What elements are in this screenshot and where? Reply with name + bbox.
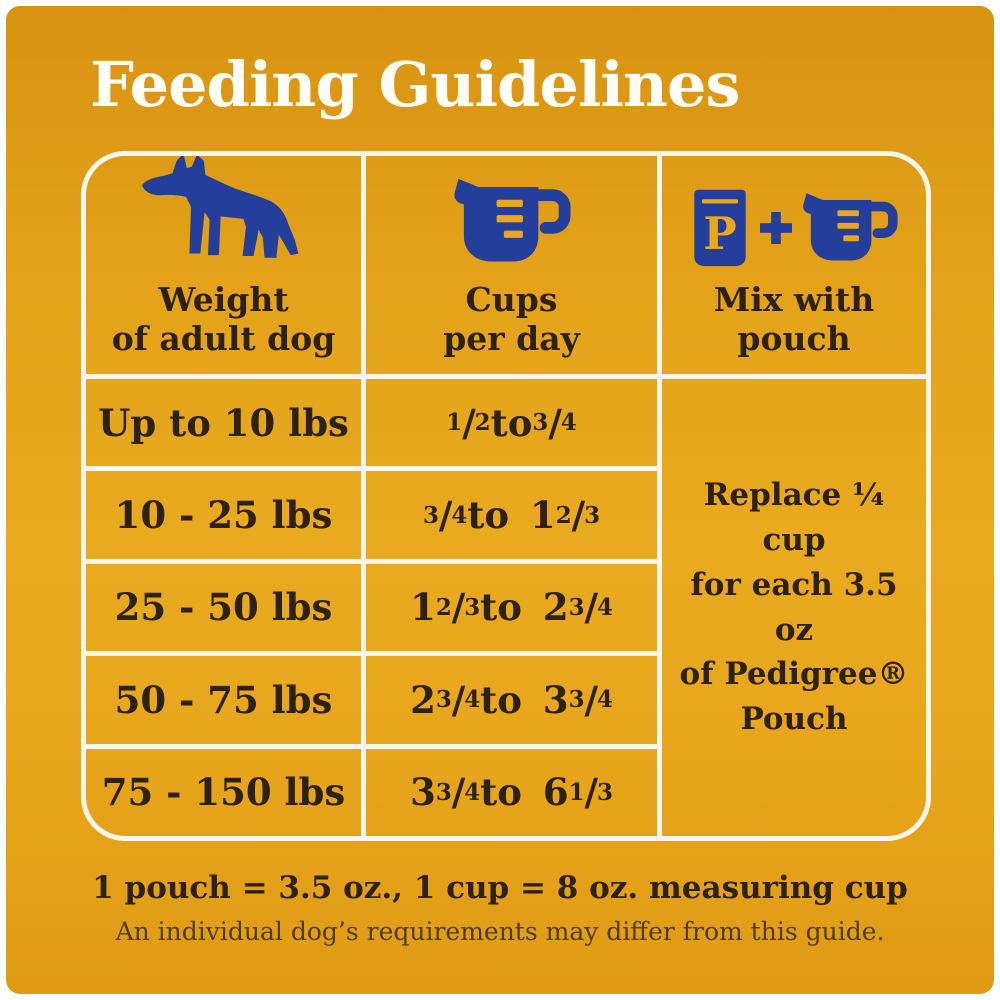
weight-cell: 50 - 75 lbs [86, 656, 361, 744]
cups-cell: 3/4 to 1 2/3 [366, 471, 657, 559]
page-title: Feeding Guidelines [90, 48, 740, 121]
mix-note-line: for each 3.5 oz [690, 566, 898, 648]
header-weight-label-line1: Weight [158, 280, 289, 320]
header-cups: Cups per day [366, 156, 657, 374]
cups-cell: 1 2/3 to 2 3/4 [366, 563, 657, 652]
header-mix: P [662, 156, 926, 374]
mix-note: Replace ¼ cup for each 3.5 oz of Pedigree®… [662, 379, 926, 836]
measuring-cup-icon [453, 176, 571, 267]
cups-cell: 3 3/4 to 6 1/3 [366, 748, 657, 836]
guide-table: Weight of adult dog Cups per day [81, 151, 931, 841]
header-cups-label-line1: Cups [465, 280, 558, 320]
weight-cell: 10 - 25 lbs [86, 471, 361, 559]
cups-cell: 2 3/4 to 3 3/4 [366, 656, 657, 744]
mix-note-line: of Pedigree® [679, 656, 909, 693]
poster-background: Feeding Guidelines Weight of adult dog [6, 6, 994, 994]
weight-cell: Up to 10 lbs [86, 379, 361, 467]
plus-icon [760, 211, 792, 244]
mix-note-line: Replace ¼ cup [703, 476, 885, 558]
pouch-plus-cup-icon: P [690, 188, 898, 267]
measuring-cup-small-icon [802, 191, 898, 265]
dog-icon [135, 156, 313, 267]
mix-note-line: Pouch [740, 701, 848, 738]
disclaimer-note: An individual dog’s requirements may dif… [115, 917, 885, 946]
header-cups-label-line2: per day [443, 318, 580, 358]
weight-cell: 25 - 50 lbs [86, 563, 361, 652]
pouch-icon: P [690, 188, 750, 267]
cups-cell: 1/2 to 3/4 [366, 379, 657, 467]
equivalence-note: 1 pouch = 3.5 oz., 1 cup = 8 oz. measuri… [92, 870, 908, 906]
header-mix-label-line2: pouch [737, 318, 851, 358]
weight-cell: 75 - 150 lbs [86, 748, 361, 836]
header-weight: Weight of adult dog [86, 156, 361, 374]
header-weight-label-line2: of adult dog [111, 318, 336, 358]
header-mix-label-line1: Mix with [713, 280, 875, 320]
svg-text:P: P [703, 207, 737, 260]
